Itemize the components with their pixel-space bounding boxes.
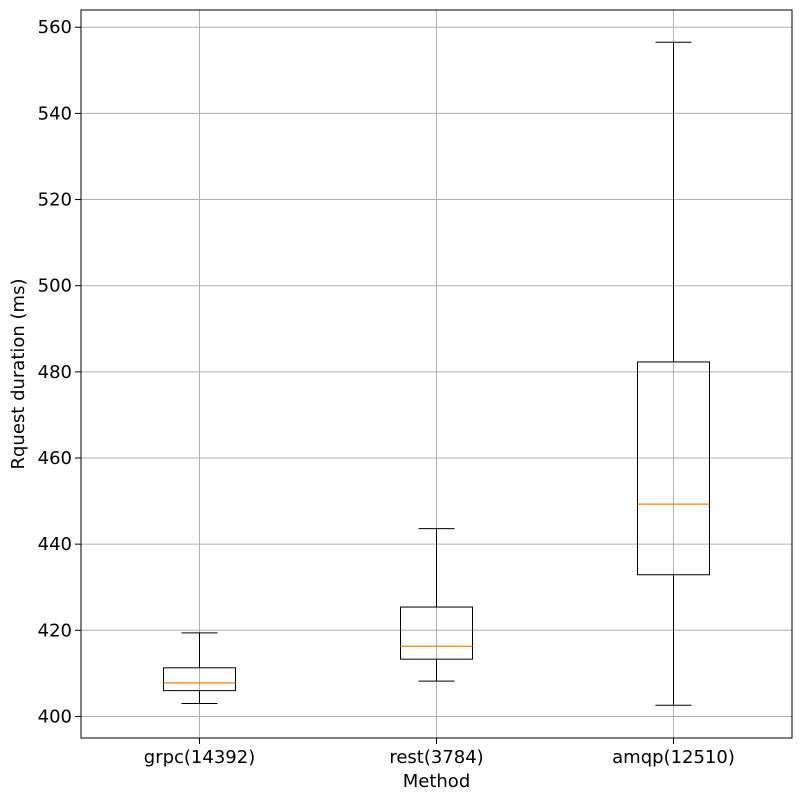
y-tick-label: 520 <box>38 190 72 211</box>
y-tick-label: 460 <box>38 448 72 469</box>
y-axis: 400 420 440 460 480 500 520 540 560 <box>38 17 81 727</box>
x-tick-label: grpc(14392) <box>144 747 255 768</box>
y-tick-label: 560 <box>38 17 72 38</box>
y-tick-label: 440 <box>38 534 72 555</box>
box-series <box>163 41 710 706</box>
box-group <box>637 41 710 706</box>
y-tick-label: 540 <box>38 103 72 124</box>
grid-lines <box>81 10 792 738</box>
y-tick-label: 480 <box>38 362 72 383</box>
x-tick-label: rest(3784) <box>389 747 483 768</box>
box-group <box>163 632 236 705</box>
x-axis-label: Method <box>403 771 471 792</box>
y-axis-label: Rquest duration (ms) <box>8 279 29 470</box>
iqr-box <box>163 667 236 692</box>
y-tick-label: 420 <box>38 620 72 641</box>
y-tick-label: 500 <box>38 276 72 297</box>
y-tick-label: 400 <box>38 706 72 727</box>
iqr-box <box>637 361 710 576</box>
x-axis: grpc(14392) rest(3784) amqp(12510) <box>144 738 735 768</box>
iqr-box <box>400 606 473 660</box>
box-group <box>400 528 473 682</box>
x-tick-label: amqp(12510) <box>612 747 735 768</box>
